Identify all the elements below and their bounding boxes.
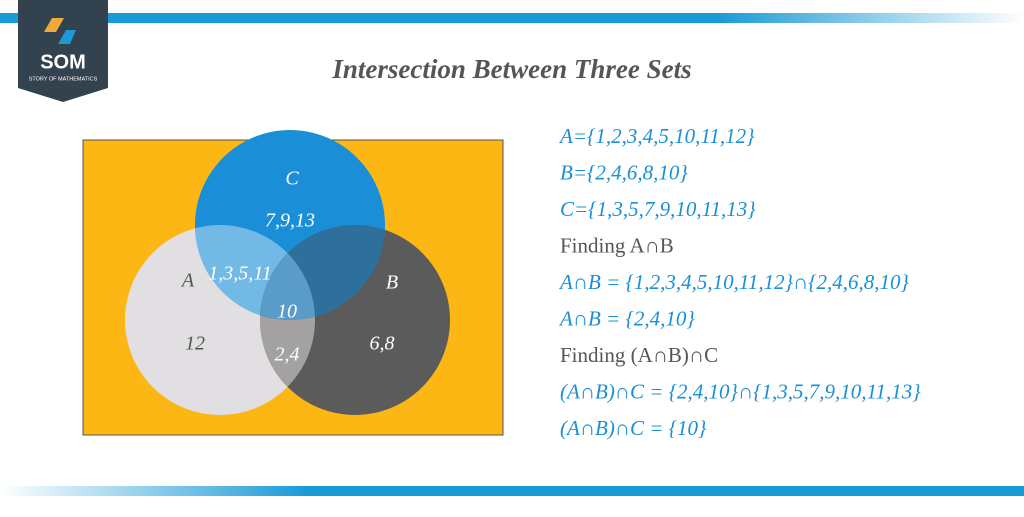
equation: (A∩B)∩C = {2,4,10}∩{1,3,5,7,9,10,11,13} bbox=[560, 379, 921, 403]
equations: A={1,2,3,4,5,10,11,12} B={2,4,6,8,10} C={1… bbox=[558, 124, 921, 440]
region-label: 12 bbox=[185, 333, 205, 355]
b-c-overlap bbox=[260, 225, 385, 320]
logo-name: SOM bbox=[40, 51, 86, 73]
logo-icon bbox=[44, 18, 64, 32]
logo-icon bbox=[58, 30, 76, 44]
set-label: A bbox=[180, 270, 195, 292]
equation: B={2,4,6,8,10} bbox=[560, 160, 688, 184]
title: Intersection Between Three Sets bbox=[331, 54, 691, 84]
region-label: 1,3,5,11 bbox=[208, 263, 272, 285]
top-bar bbox=[0, 13, 1024, 23]
logo-tagline: STORY OF MATHEMATICS bbox=[29, 76, 98, 82]
step-heading: Finding A∩B bbox=[560, 233, 674, 257]
a-c-overlap bbox=[195, 225, 315, 320]
step-heading: Finding (A∩B)∩C bbox=[560, 343, 718, 367]
equation: C={1,3,5,7,9,10,11,13} bbox=[560, 197, 756, 221]
equation: A∩B = {1,2,3,4,5,10,11,12}∩{2,4,6,8,10} bbox=[558, 270, 910, 294]
region-label: 6,8 bbox=[370, 333, 395, 355]
bottom-bar bbox=[0, 486, 1024, 496]
logo-badge bbox=[18, 0, 108, 102]
region-label: 7,9,13 bbox=[265, 210, 315, 232]
equation: A∩B = {2,4,10} bbox=[558, 306, 695, 330]
region-label: 10 bbox=[277, 301, 297, 323]
set-label: C bbox=[285, 168, 299, 190]
set-label: B bbox=[386, 272, 398, 294]
equation: A={1,2,3,4,5,10,11,12} bbox=[558, 124, 755, 148]
region-label: 2,4 bbox=[275, 344, 300, 366]
equation: (A∩B)∩C = {10} bbox=[560, 416, 707, 440]
